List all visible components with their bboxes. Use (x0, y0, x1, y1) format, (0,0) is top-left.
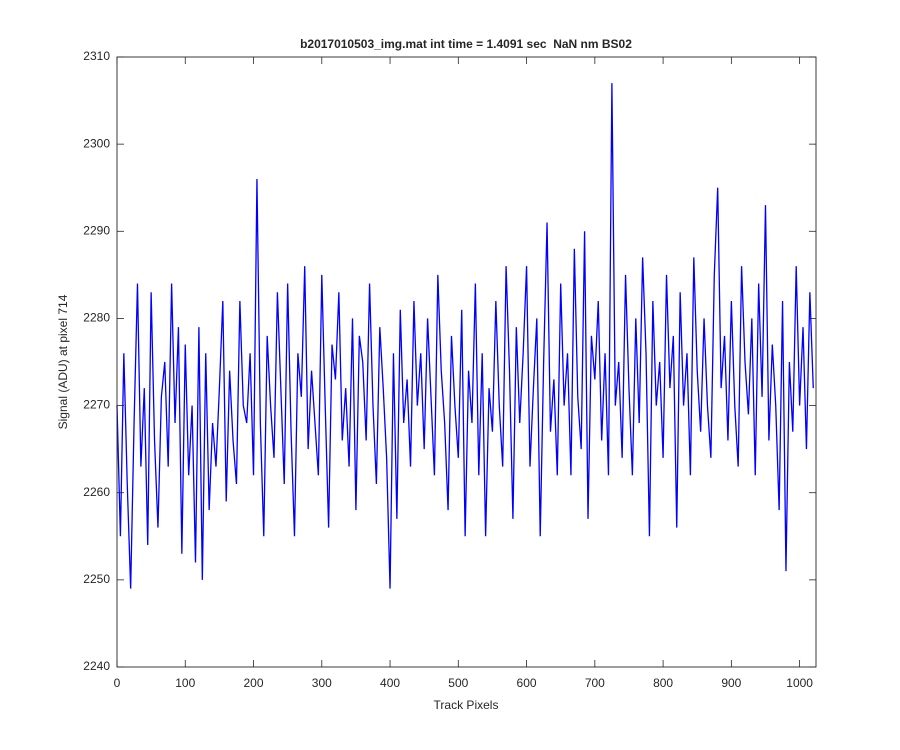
y-tick-label: 2280 (83, 311, 110, 325)
x-tick-label: 700 (585, 676, 605, 690)
data-line (116, 83, 814, 589)
y-tick-label: 2240 (83, 659, 110, 673)
x-tick-label: 200 (244, 676, 264, 690)
x-tick-label: 800 (653, 676, 673, 690)
y-tick-label: 2310 (83, 49, 110, 63)
y-tick-label: 2300 (83, 136, 110, 150)
x-tick-label: 300 (312, 676, 332, 690)
x-tick-label: 100 (175, 676, 195, 690)
y-tick-label: 2270 (83, 398, 110, 412)
x-tick-label: 400 (380, 676, 400, 690)
y-tick-label: 2260 (83, 485, 110, 499)
x-tick-label: 900 (721, 676, 741, 690)
x-tick-label: 1000 (786, 676, 813, 690)
x-axis-label: Track Pixels (434, 698, 499, 712)
y-tick-label: 2290 (83, 223, 110, 237)
chart-title: b2017010503_img.mat int time = 1.4091 se… (300, 37, 632, 51)
y-axis-label: Signal (ADU) at pixel 714 (56, 294, 70, 429)
x-tick-label: 500 (448, 676, 468, 690)
x-tick-label: 600 (517, 676, 537, 690)
plot-frame (116, 56, 817, 668)
x-tick-label: 0 (114, 676, 121, 690)
y-tick-label: 2250 (83, 572, 110, 586)
